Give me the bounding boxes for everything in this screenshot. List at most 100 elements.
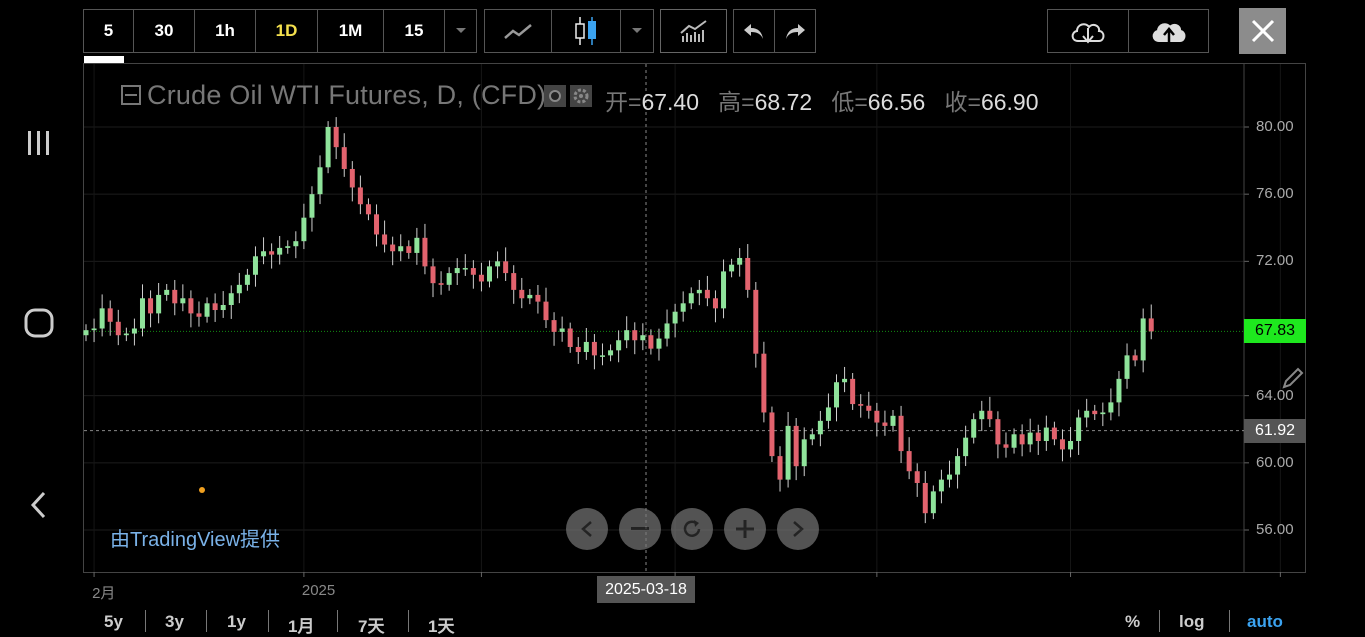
redo-button[interactable] [774, 9, 816, 53]
home-button[interactable] [16, 300, 62, 346]
candle-style-button[interactable] [551, 9, 621, 53]
candle-body [777, 456, 783, 480]
candle-body [987, 410, 993, 420]
auto-scale-toggle[interactable]: auto [1247, 612, 1283, 632]
x-tick-label: 2025 [301, 582, 336, 599]
candle-body [729, 264, 735, 272]
candle-body [123, 333, 129, 336]
chevron-down-icon [455, 28, 466, 33]
candle-body [850, 378, 856, 405]
candle-body [511, 273, 517, 290]
candle-body [640, 335, 646, 341]
candle-body [890, 415, 896, 426]
range-5y[interactable]: 5y [104, 612, 123, 632]
candle-body [648, 335, 654, 349]
chart-title: Crude Oil WTI Futures, D, (CFD) [121, 80, 546, 111]
recent-apps-button[interactable] [16, 120, 62, 166]
home-icon [24, 308, 54, 338]
log-scale-toggle[interactable]: log [1179, 612, 1205, 632]
candle-body [212, 303, 218, 311]
reset-button[interactable] [671, 508, 713, 550]
x-tick-label: 2月 [92, 585, 116, 602]
close-button[interactable] [1239, 8, 1286, 54]
candle-body [519, 289, 525, 299]
range-separator [1229, 610, 1230, 632]
candle-body [616, 340, 622, 351]
candle-body [309, 194, 315, 218]
candle-body [656, 338, 662, 349]
gear-icon[interactable] [570, 85, 593, 107]
candle-body [365, 204, 371, 215]
close-icon [1251, 19, 1274, 43]
candle-body [285, 246, 291, 248]
zoom-in-button[interactable] [724, 508, 766, 550]
high-label: 高= [718, 89, 755, 115]
interval-5[interactable]: 5 [83, 9, 134, 53]
candle-body [293, 241, 299, 247]
scale-label: % [1125, 612, 1141, 631]
range-1y[interactable]: 1y [227, 612, 246, 632]
load-chart-button[interactable] [1047, 9, 1129, 53]
candle-body [1003, 444, 1009, 448]
candle-body [1092, 410, 1098, 415]
candle-body [938, 479, 944, 492]
scroll-left-button[interactable] [566, 508, 608, 550]
eye-icon[interactable] [544, 85, 566, 107]
candle-body [527, 294, 533, 299]
candle-body [188, 298, 194, 314]
candle-body [979, 410, 985, 420]
candle-body [551, 320, 557, 332]
back-button[interactable] [16, 482, 62, 528]
drawing-tool[interactable] [1281, 366, 1305, 395]
candle-body [688, 293, 694, 304]
candle-body [1019, 434, 1025, 445]
candle-body [196, 313, 202, 317]
interval-30[interactable]: 30 [133, 9, 195, 53]
candle-body [753, 289, 759, 354]
candle-body [115, 321, 121, 336]
candle-body [180, 298, 186, 304]
tradingview-credit[interactable]: 由TradingView提供 [110, 523, 280, 552]
back-icon [30, 491, 46, 519]
chart-area[interactable] [83, 63, 1306, 573]
candle-body [1027, 432, 1033, 445]
interval-dropdown-button[interactable] [444, 9, 477, 53]
candle-body [406, 246, 412, 253]
candle-body [599, 355, 605, 357]
indicators-icon [679, 20, 707, 42]
percent-scale-toggle[interactable]: % [1125, 612, 1140, 632]
line-style-button[interactable] [484, 9, 552, 53]
candle-body [955, 456, 961, 475]
collapse-icon[interactable] [121, 85, 141, 105]
close-value: 66.90 [980, 89, 1039, 115]
scroll-right-button[interactable] [777, 508, 819, 550]
indicators-button[interactable] [660, 9, 727, 53]
candle-body [535, 294, 541, 302]
line-chart-icon [504, 24, 532, 39]
candle-body [946, 474, 952, 480]
undo-button[interactable] [733, 9, 775, 53]
range-7day[interactable]: 7天 [358, 612, 384, 637]
candle-body [341, 147, 347, 169]
candle-body [325, 127, 331, 168]
candle-body [866, 405, 872, 411]
candle-body [1140, 318, 1146, 361]
range-3y[interactable]: 3y [165, 612, 184, 632]
minus-icon [631, 527, 649, 530]
chevron-left-icon [581, 521, 592, 537]
interval-1m[interactable]: 1M [317, 9, 384, 53]
range-1month[interactable]: 1月 [288, 612, 314, 637]
candle-body [842, 378, 848, 383]
range-1day[interactable]: 1天 [428, 612, 454, 637]
zoom-out-button[interactable] [619, 508, 661, 550]
candle-body [164, 289, 170, 295]
range-label: 1天 [428, 617, 455, 636]
candle-body [503, 261, 509, 274]
interval-1h[interactable]: 1h [194, 9, 256, 53]
candle-body [914, 471, 920, 483]
ohlc-readout: 开=67.40 高=68.72 低=66.56 收=66.90 [605, 83, 1039, 117]
style-dropdown-button[interactable] [620, 9, 654, 53]
save-chart-button[interactable] [1128, 9, 1209, 53]
candle-body [825, 407, 831, 421]
